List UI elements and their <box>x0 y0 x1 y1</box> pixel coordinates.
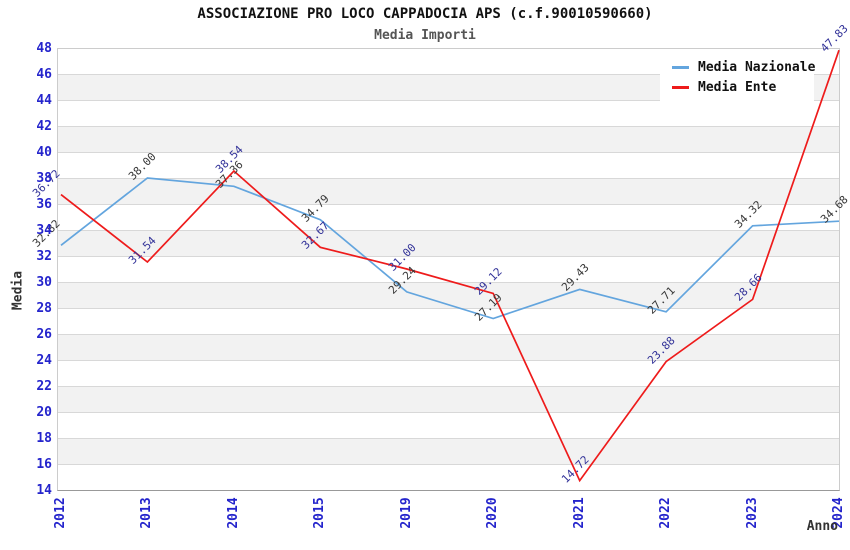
legend-item-media-nazionale: Media Nazionale <box>660 57 816 77</box>
y-tick-label: 26 <box>36 326 52 342</box>
gridline <box>58 256 839 257</box>
series-line-media-nazionale <box>60 177 840 320</box>
y-axis-title: Media <box>10 270 26 311</box>
plot-band <box>58 464 839 490</box>
y-tick-label: 14 <box>36 482 52 498</box>
y-tick-label: 44 <box>36 92 52 108</box>
legend: Media Nazionale Media Ente <box>660 53 816 103</box>
gridline <box>58 282 839 283</box>
legend-item-media-ente: Media Ente <box>660 77 814 97</box>
plot-band <box>58 412 839 438</box>
plot-band <box>58 230 839 256</box>
gridline <box>58 438 839 439</box>
gridline <box>58 178 839 179</box>
x-tick-label: 2012 <box>53 497 68 529</box>
gridline <box>58 360 839 361</box>
x-tick-label: 2014 <box>225 497 241 529</box>
gridline <box>58 308 839 309</box>
gridline <box>58 204 839 205</box>
x-tick-label: 2020 <box>485 497 501 529</box>
y-tick-label: 42 <box>36 118 52 134</box>
y-tick-label: 38 <box>36 170 52 186</box>
plot-band <box>58 152 839 178</box>
y-tick-label: 32 <box>36 248 52 264</box>
x-tick-label: 2023 <box>744 497 760 529</box>
x-tick-label: 2015 <box>312 497 328 529</box>
series-line-media-ente <box>60 49 840 483</box>
gridline <box>58 334 839 335</box>
legend-label: Media Ente <box>698 79 777 95</box>
x-tick-label: 2022 <box>658 497 674 529</box>
chart-title: ASSOCIAZIONE PRO LOCO CAPPADOCIA APS (c.… <box>197 6 653 22</box>
y-tick-label: 16 <box>36 456 52 472</box>
y-tick-label: 48 <box>36 40 52 56</box>
gridline <box>58 100 839 101</box>
gridline <box>58 464 839 465</box>
gridline <box>58 152 839 153</box>
plot-band <box>58 386 839 412</box>
x-tick-label: 2013 <box>139 497 155 529</box>
plot-band <box>58 308 839 334</box>
y-tick-label: 18 <box>36 430 52 446</box>
legend-swatch-ente-icon <box>672 85 689 89</box>
y-tick-label: 28 <box>36 300 52 316</box>
gridline <box>58 230 839 231</box>
gridline <box>58 386 839 387</box>
y-tick-label: 20 <box>36 404 52 420</box>
legend-swatch-nazionale-icon <box>672 65 689 69</box>
y-tick-label: 36 <box>36 196 52 212</box>
plot-band <box>58 438 839 464</box>
y-tick-label: 22 <box>36 378 52 394</box>
chart-subtitle: Media Importi <box>374 28 476 43</box>
plot-band <box>58 100 839 126</box>
plot-band <box>58 282 839 308</box>
legend-label: Media Nazionale <box>698 59 816 75</box>
y-tick-label: 34 <box>36 222 52 238</box>
y-tick-label: 30 <box>36 274 52 290</box>
y-tick-label: 40 <box>36 144 52 160</box>
plot-band <box>58 204 839 230</box>
x-tick-label: 2021 <box>571 497 587 529</box>
y-tick-label: 46 <box>36 66 52 82</box>
gridline <box>58 412 839 413</box>
y-tick-label: 24 <box>36 352 52 368</box>
x-axis-title: Anno <box>806 519 838 534</box>
plot-band <box>58 126 839 152</box>
gridline <box>58 126 839 127</box>
plot-band <box>58 334 839 360</box>
plot-band <box>58 360 839 386</box>
x-tick-label: 2019 <box>398 497 414 529</box>
gridline <box>58 74 839 75</box>
